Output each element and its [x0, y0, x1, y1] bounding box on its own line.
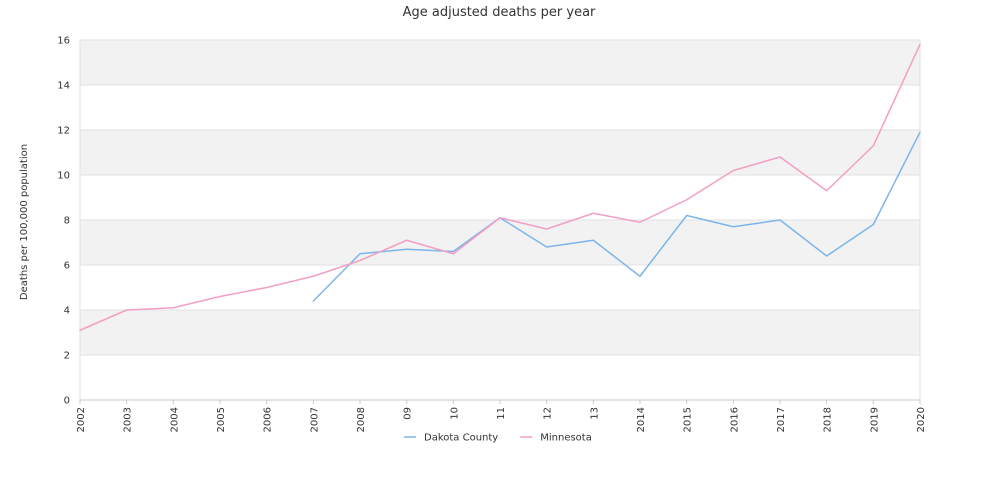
y-tick-label: 10 — [57, 171, 70, 182]
y-tick-label: 6 — [64, 261, 70, 272]
x-tick-label: 2007 — [309, 407, 320, 432]
x-tick-label: 2020 — [916, 407, 927, 432]
series-line — [79, 43, 921, 331]
plot-band — [80, 220, 920, 265]
legend: Dakota County Minnesota — [404, 433, 592, 444]
x-tick-label: 2018 — [823, 407, 834, 432]
y-tick-label: 14 — [57, 81, 70, 92]
plot-band — [80, 310, 920, 355]
x-tick-label: 11 — [496, 407, 507, 420]
plot-band — [80, 355, 920, 400]
x-tick-label: 2003 — [123, 407, 134, 432]
x-tick-label: 09 — [403, 407, 414, 420]
x-tick-label: 2014 — [636, 407, 647, 432]
x-tick-label: 13 — [589, 407, 600, 420]
x-tick-label: 2006 — [263, 407, 274, 432]
plot-bands — [80, 40, 920, 400]
x-axis-ticks: 2002 2003 2004 2005 2006 2007 2008 09 10 11 12 13 20… — [76, 400, 927, 432]
x-tick-label: 2016 — [729, 407, 740, 432]
chart-title: Age adjusted deaths per year — [403, 5, 596, 20]
y-axis-ticks: 0 2 4 6 8 10 12 14 16 — [57, 36, 70, 407]
plot-band — [80, 175, 920, 220]
x-tick-label: 2019 — [869, 407, 880, 432]
plot-band — [80, 40, 920, 85]
x-tick-label: 2002 — [76, 407, 87, 432]
x-tick-label: 2015 — [683, 407, 694, 432]
y-tick-label: 8 — [64, 216, 70, 227]
series-lines — [79, 43, 921, 331]
plot-band — [80, 85, 920, 130]
series-line — [312, 131, 921, 302]
x-tick-label: 12 — [543, 407, 554, 420]
x-tick-label: 2017 — [776, 407, 787, 432]
y-axis-title: Deaths per 100,000 population — [19, 144, 30, 300]
legend-label: Dakota County — [424, 433, 498, 444]
plot-band — [80, 130, 920, 175]
y-tick-label: 16 — [57, 36, 70, 47]
x-tick-label: 2004 — [169, 407, 180, 432]
y-tick-label: 0 — [64, 396, 70, 407]
plot-band — [80, 265, 920, 310]
x-tick-label: 2005 — [216, 407, 227, 432]
y-tick-label: 2 — [64, 351, 70, 362]
y-tick-label: 12 — [57, 126, 70, 137]
legend-label: Minnesota — [540, 433, 592, 444]
x-tick-label: 2008 — [356, 407, 367, 432]
y-tick-label: 4 — [64, 306, 70, 317]
x-tick-label: 10 — [449, 407, 460, 420]
